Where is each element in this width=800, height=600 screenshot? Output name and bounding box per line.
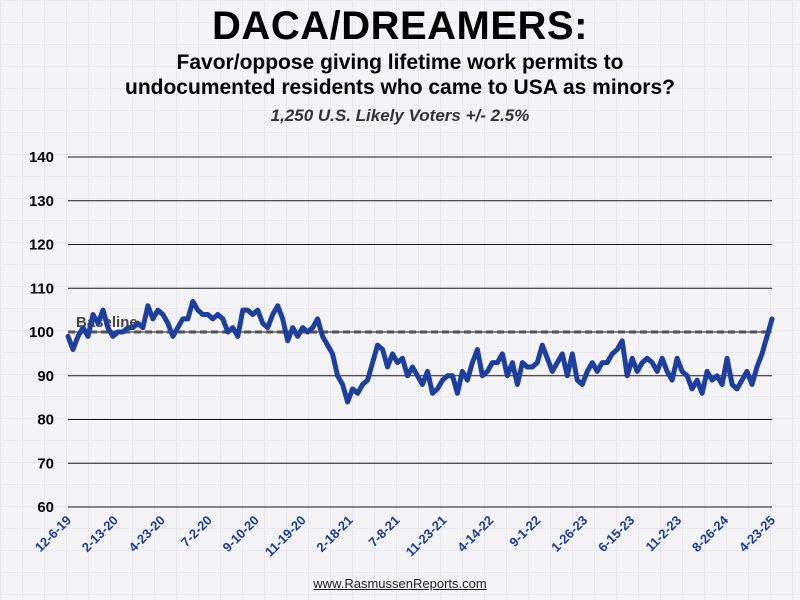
- sample-note: 1,250 U.S. Likely Voters +/- 2.5%: [270, 106, 530, 125]
- x-tick-label: 6-15-23: [595, 513, 637, 555]
- x-tick-label: 4-23-25: [736, 513, 778, 555]
- x-tick-label: 11-19-20: [262, 513, 309, 560]
- y-tick-label: 120: [29, 237, 54, 254]
- baseline: Baseline: [68, 314, 772, 334]
- x-tick-label: 7-2-20: [178, 513, 215, 550]
- series-layer: [65, 298, 775, 405]
- y-tick-label: 80: [37, 412, 54, 429]
- x-tick-label: 4-23-20: [126, 513, 168, 555]
- y-tick-label: 110: [30, 280, 54, 297]
- y-tick-label: 60: [37, 499, 54, 516]
- y-tick-label: 90: [37, 368, 54, 385]
- y-tick-label: 130: [29, 193, 54, 210]
- x-axis-ticks: 12-6-19 2-13-20 4-23-20 7-2-20 9-10-20 11-19-…: [32, 512, 778, 559]
- x-tick-label: 1-26-23: [548, 513, 590, 555]
- y-axis-ticks: 60 70 80 90 100 110 120 130 140: [29, 149, 54, 516]
- series-line-0: [65, 298, 775, 405]
- x-tick-label: 11-2-23: [642, 513, 684, 555]
- x-tick-label: 8-26-24: [689, 512, 732, 555]
- x-tick-label: 4-14-22: [454, 513, 496, 555]
- y-tick-label: 140: [29, 149, 54, 166]
- x-tick-label: 9-1-22: [506, 513, 543, 550]
- x-tick-label: 11-23-21: [403, 513, 450, 560]
- chart-title: DACA/DREAMERS:: [212, 4, 588, 48]
- x-tick-label: 7-8-21: [365, 513, 402, 550]
- x-tick-label: 9-10-20: [220, 513, 262, 555]
- subtitle-line-2: undocumented residents who came to USA a…: [125, 76, 675, 99]
- x-tick-label: 2-18-21: [313, 513, 355, 555]
- grid-lines: [68, 156, 772, 508]
- chart-subtitle: Favor/oppose giving lifetime work permit…: [0, 50, 800, 100]
- source-link[interactable]: www.RasmussenReports.com: [313, 576, 487, 591]
- x-tick-label: 2-13-20: [79, 513, 121, 555]
- y-tick-label: 100: [29, 324, 54, 341]
- y-tick-label: 70: [37, 455, 54, 472]
- x-tick-label: 12-6-19: [32, 513, 74, 555]
- subtitle-line-1: Favor/oppose giving lifetime work permit…: [176, 51, 624, 74]
